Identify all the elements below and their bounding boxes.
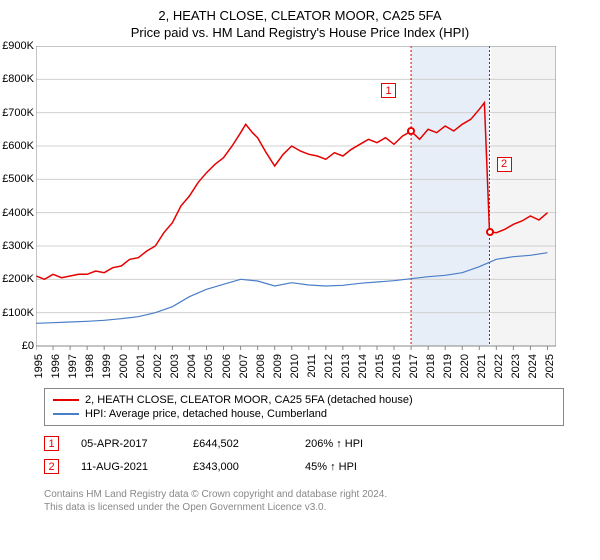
annotation-price: £644,502 bbox=[193, 438, 283, 450]
x-axis-label: 2003 bbox=[169, 354, 181, 378]
x-axis-label: 2009 bbox=[272, 354, 284, 378]
x-axis-label: 2004 bbox=[186, 354, 198, 378]
chart-title: 2, HEATH CLOSE, CLEATOR MOOR, CA25 5FA bbox=[0, 0, 600, 23]
y-axis-label: £800K bbox=[0, 73, 34, 85]
legend-row: HPI: Average price, detached house, Cumb… bbox=[53, 407, 555, 421]
x-axis-label: 2011 bbox=[306, 354, 318, 378]
y-axis-label: £600K bbox=[0, 140, 34, 152]
footer-line-1: Contains HM Land Registry data © Crown c… bbox=[44, 488, 564, 501]
x-axis-label: 2014 bbox=[357, 354, 369, 378]
y-axis-label: £300K bbox=[0, 240, 34, 252]
annotation-row: 2 11-AUG-2021 £343,000 45% ↑ HPI bbox=[44, 455, 564, 478]
legend-row: 2, HEATH CLOSE, CLEATOR MOOR, CA25 5FA (… bbox=[53, 393, 555, 407]
x-axis-label: 2010 bbox=[289, 354, 301, 378]
x-axis-label: 2022 bbox=[493, 354, 505, 378]
x-axis-label: 2024 bbox=[527, 354, 539, 378]
footer-line-2: This data is licensed under the Open Gov… bbox=[44, 501, 564, 514]
x-axis-label: 2013 bbox=[340, 354, 352, 378]
x-axis-label: 1999 bbox=[101, 354, 113, 378]
x-axis-label: 2023 bbox=[510, 354, 522, 378]
footer-text: Contains HM Land Registry data © Crown c… bbox=[44, 488, 564, 514]
x-axis-label: 1998 bbox=[84, 354, 96, 378]
y-axis-label: £700K bbox=[0, 107, 34, 119]
legend: 2, HEATH CLOSE, CLEATOR MOOR, CA25 5FA (… bbox=[44, 388, 564, 426]
y-axis-label: £400K bbox=[0, 207, 34, 219]
x-axis-label: 2015 bbox=[374, 354, 386, 378]
chart-area: £0£100K£200K£300K£400K£500K£600K£700K£80… bbox=[36, 46, 556, 376]
chart-marker-label: 2 bbox=[497, 157, 512, 172]
x-axis-label: 2017 bbox=[408, 354, 420, 378]
x-axis-label: 2008 bbox=[255, 354, 267, 378]
x-axis-label: 2021 bbox=[476, 354, 488, 378]
annotation-pct: 206% ↑ HPI bbox=[305, 438, 405, 450]
y-axis-label: £900K bbox=[0, 40, 34, 52]
legend-label: HPI: Average price, detached house, Cumb… bbox=[85, 408, 327, 420]
x-axis-label: 2012 bbox=[323, 354, 335, 378]
x-axis-label: 2001 bbox=[135, 354, 147, 378]
x-axis-label: 2007 bbox=[238, 354, 250, 378]
x-axis-label: 1996 bbox=[50, 354, 62, 378]
y-axis-label: £200K bbox=[0, 273, 34, 285]
x-axis-label: 2016 bbox=[391, 354, 403, 378]
legend-swatch bbox=[53, 413, 79, 415]
x-axis-label: 2006 bbox=[221, 354, 233, 378]
chart-marker-label: 1 bbox=[381, 83, 396, 98]
annotation-marker: 2 bbox=[44, 459, 59, 474]
legend-swatch bbox=[53, 399, 79, 401]
annotation-row: 1 05-APR-2017 £644,502 206% ↑ HPI bbox=[44, 432, 564, 455]
annotation-price: £343,000 bbox=[193, 461, 283, 473]
x-axis-label: 1995 bbox=[33, 354, 45, 378]
x-axis-label: 2018 bbox=[425, 354, 437, 378]
annotation-date: 11-AUG-2021 bbox=[81, 461, 171, 473]
x-axis-label: 2019 bbox=[442, 354, 454, 378]
x-axis-label: 2000 bbox=[118, 354, 130, 378]
x-axis-label: 2025 bbox=[544, 354, 556, 378]
y-axis-label: £100K bbox=[0, 307, 34, 319]
annotation-table: 1 05-APR-2017 £644,502 206% ↑ HPI 2 11-AUG-20… bbox=[44, 432, 564, 478]
annotation-pct: 45% ↑ HPI bbox=[305, 461, 405, 473]
x-axis-label: 1997 bbox=[67, 354, 79, 378]
annotation-marker: 1 bbox=[44, 436, 59, 451]
y-axis-label: £500K bbox=[0, 173, 34, 185]
x-axis-label: 2002 bbox=[152, 354, 164, 378]
chart-marker-dot bbox=[486, 228, 494, 236]
chart-svg bbox=[36, 46, 556, 376]
legend-label: 2, HEATH CLOSE, CLEATOR MOOR, CA25 5FA (… bbox=[85, 394, 413, 406]
annotation-date: 05-APR-2017 bbox=[81, 438, 171, 450]
x-axis-label: 2020 bbox=[459, 354, 471, 378]
chart-marker-dot bbox=[407, 127, 415, 135]
y-axis-label: £0 bbox=[0, 340, 34, 352]
chart-subtitle: Price paid vs. HM Land Registry's House … bbox=[0, 23, 600, 46]
x-axis-label: 2005 bbox=[203, 354, 215, 378]
